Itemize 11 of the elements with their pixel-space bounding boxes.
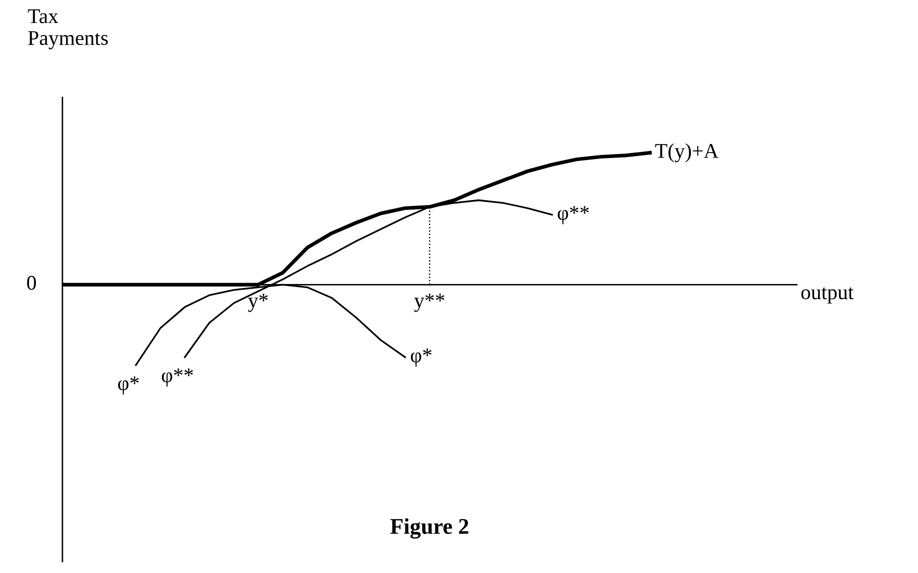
x-tick-label: y*: [248, 294, 268, 312]
text: Figure 2: [390, 518, 468, 539]
y-axis-title: Tax Payments: [28, 9, 108, 50]
text: φ**: [162, 368, 193, 387]
text: φ*: [118, 376, 139, 395]
series-label: T(y)+A: [655, 143, 718, 162]
x-tick-label: y**: [414, 294, 444, 312]
x-axis-title: output: [801, 287, 854, 304]
series-label: φ*: [410, 348, 432, 367]
series-label: φ**: [558, 206, 589, 224]
text: 0: [27, 276, 36, 290]
